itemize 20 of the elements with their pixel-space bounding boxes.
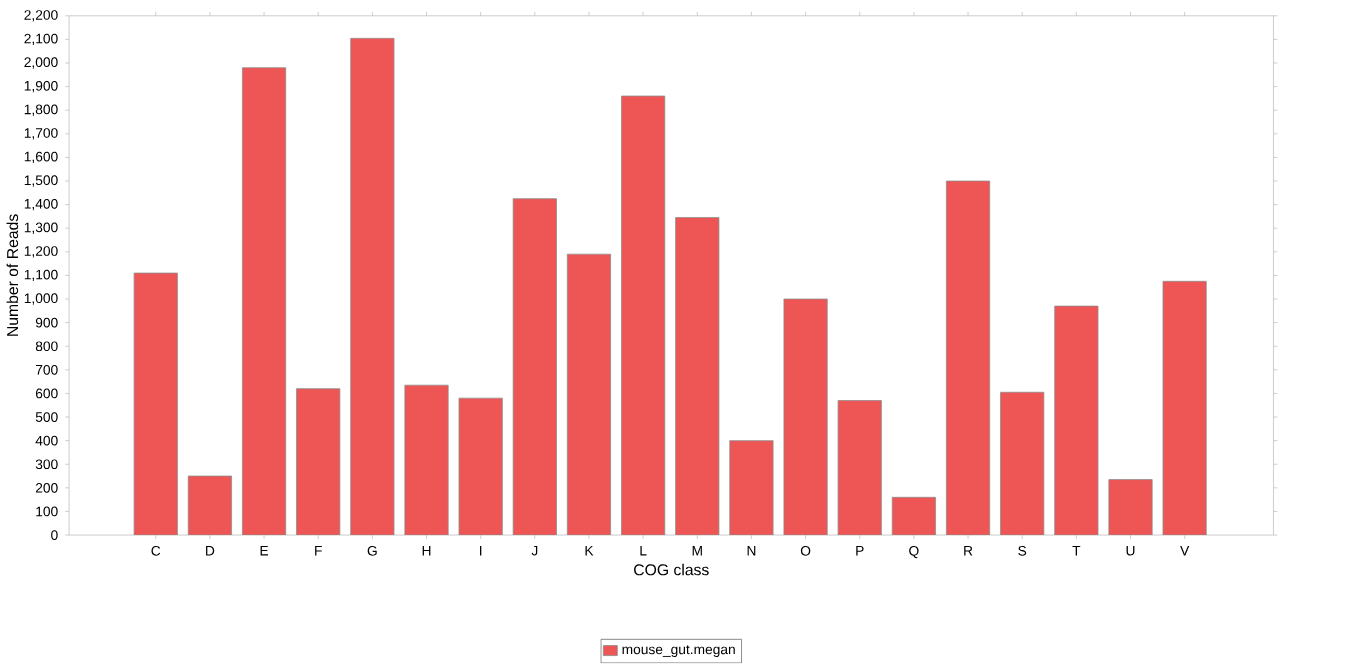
bar [621, 96, 665, 536]
bar [1108, 479, 1153, 536]
bar [242, 68, 286, 536]
bar [1054, 306, 1099, 536]
bar [188, 476, 232, 536]
bar [1162, 281, 1207, 536]
bar [1000, 392, 1044, 536]
bar [350, 38, 395, 536]
bar [296, 389, 340, 536]
bar [459, 398, 503, 536]
bar [513, 199, 557, 536]
bar [729, 440, 774, 536]
bar [783, 299, 828, 536]
bar [567, 254, 611, 536]
bar [838, 400, 882, 536]
bar [675, 217, 719, 536]
bar [404, 385, 449, 536]
bar [892, 497, 936, 536]
bar [946, 181, 990, 536]
bar [134, 273, 178, 536]
